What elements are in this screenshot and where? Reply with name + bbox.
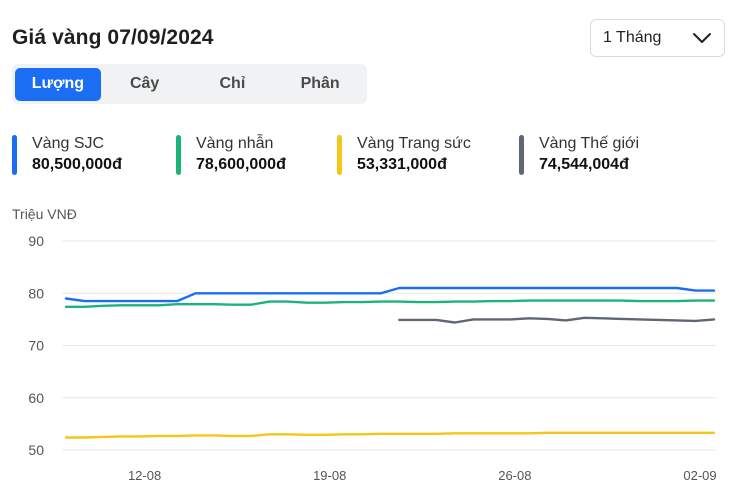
- x-tick-label: 19-08: [313, 468, 346, 483]
- tab-luong[interactable]: Lượng: [15, 67, 101, 101]
- unit-tabs: Lượng Cây Chỉ Phân: [12, 64, 367, 104]
- price-legend: Vàng SJC 80,500,000đ Vàng nhẫn 78,600,00…: [12, 133, 753, 177]
- legend-price: 78,600,000đ: [196, 156, 286, 173]
- tab-cay[interactable]: Cây: [129, 75, 160, 92]
- tab-chi[interactable]: Chỉ: [219, 75, 246, 92]
- x-tick-label: 12-08: [128, 468, 161, 483]
- legend-color-bar: [12, 135, 17, 175]
- series-line-4: [398, 316, 716, 324]
- series-line-3: [64, 431, 716, 439]
- series-line-2: [64, 299, 716, 309]
- legend-price: 74,544,004đ: [539, 156, 629, 173]
- period-dropdown-label: 1 Tháng: [603, 29, 662, 46]
- legend-color-bar: [519, 135, 524, 175]
- legend-color-bar: [176, 135, 181, 175]
- y-tick-label: 90: [28, 233, 44, 249]
- page-title: Giá vàng 07/09/2024: [12, 26, 214, 49]
- legend-name: Vàng SJC: [32, 135, 105, 152]
- y-axis-label: Triệu VNĐ: [12, 206, 77, 222]
- legend-name: Vàng nhẫn: [196, 135, 274, 152]
- legend-price: 53,331,000đ: [357, 156, 447, 173]
- y-tick-label: 60: [28, 390, 44, 406]
- price-line-chart: Triệu VNĐ 90 80 70 60 50 12-08 19-08 26-08 02-09: [12, 206, 717, 483]
- legend-name: Vàng Thế giới: [539, 135, 640, 152]
- tab-phan[interactable]: Phân: [300, 75, 340, 92]
- y-tick-label: 50: [28, 442, 44, 458]
- legend-price: 80,500,000đ: [32, 156, 122, 173]
- x-tick-label: 26-08: [498, 468, 531, 483]
- period-dropdown[interactable]: 1 Tháng: [590, 19, 725, 57]
- x-tick-label: 02-09: [683, 468, 716, 483]
- legend-name: Vàng Trang sức: [357, 135, 471, 152]
- chevron-down-icon: [693, 33, 711, 43]
- legend-color-bar: [337, 135, 342, 175]
- y-tick-label: 70: [28, 338, 44, 354]
- series-line-1: [64, 286, 716, 303]
- y-tick-label: 80: [28, 285, 44, 301]
